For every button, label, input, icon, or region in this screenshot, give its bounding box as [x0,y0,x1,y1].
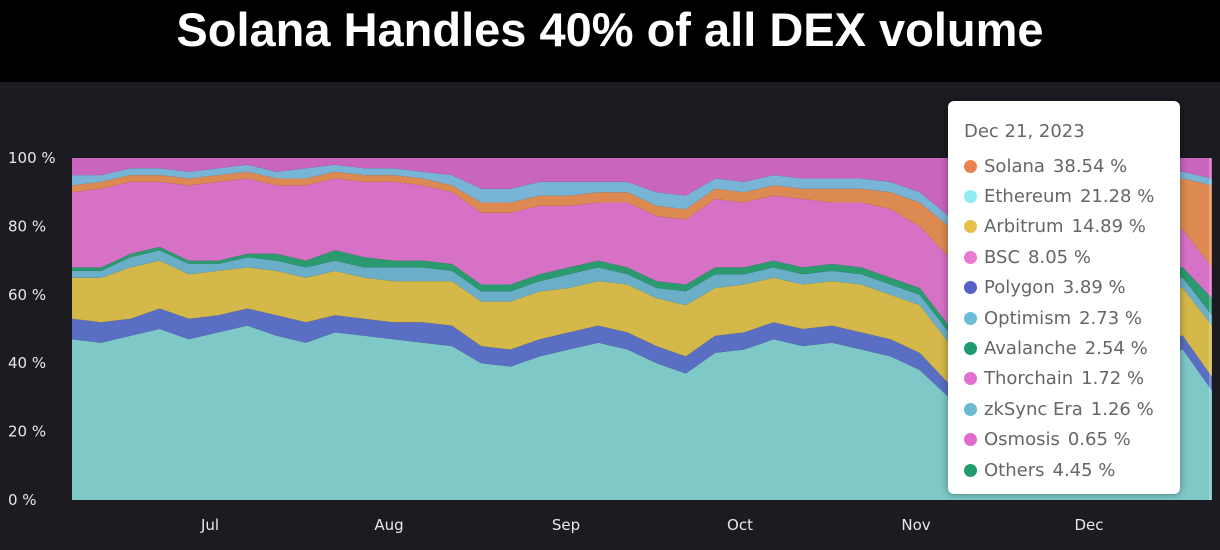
tooltip-series-value: 3.89 % [1062,277,1126,299]
tooltip-series-name: Avalanche [984,338,1077,360]
series-dot-icon [964,159,977,173]
y-tick-label: 40 % [8,354,46,372]
x-tick-label: Aug [374,516,403,534]
y-tick-label: 0 % [8,491,37,509]
y-tick-label: 100 % [8,149,56,167]
series-dot-icon [964,372,977,386]
x-tick-label: Sep [552,516,580,534]
tooltip-row: zkSync Era 1.26 % [964,394,1180,424]
y-tick-label: 20 % [8,423,46,441]
x-tick-label: Jul [200,516,219,534]
tooltip-series-value: 4.45 % [1052,459,1116,481]
series-dot-icon [964,190,977,204]
area-optimism[interactable] [72,250,1212,343]
tooltip-row: BSC 8.05 % [964,242,1180,272]
area-ethereum[interactable] [72,325,1212,500]
x-tick-label: Oct [727,516,753,534]
series-dot-icon [964,250,977,264]
tooltip-series-value: 21.28 % [1079,186,1155,208]
y-axis: 100 % 80 % 60 % 40 % 20 % 0 % [8,149,56,509]
tooltip-row: Thorchain 1.72 % [964,364,1180,394]
tooltip-row: Solana 38.54 % [964,151,1180,181]
y-tick-label: 80 % [8,217,46,235]
tooltip-date: Dec 21, 2023 [964,121,1085,142]
hover-tooltip: Dec 21, 2023 Solana 38.54 % Ethereum 21.28 … [948,101,1180,494]
tooltip-series-name: Arbitrum [984,216,1064,238]
tooltip-series-name: Ethereum [984,186,1072,208]
area-others[interactable] [72,158,1212,217]
series-dot-icon [964,342,977,356]
tooltip-series-name: Thorchain [984,368,1074,390]
tooltip-series-name: Polygon [984,277,1055,299]
tooltip-row: Osmosis 0.65 % [964,425,1180,455]
tooltip-series-value: 2.54 % [1084,338,1148,360]
x-tick-label: Nov [901,516,930,534]
tooltip-series-name: BSC [984,246,1021,268]
tooltip-row: Ethereum 21.28 % [964,181,1180,211]
y-tick-label: 60 % [8,286,46,304]
chart-title: Solana Handles 40% of all DEX volume [176,3,1044,56]
tooltip-row: Others 4.45 % [964,455,1180,485]
area-polygon[interactable] [72,308,1212,398]
tooltip-series-value: 2.73 % [1079,307,1143,329]
series-dot-icon [964,311,977,325]
x-tick-label: Dec [1074,516,1103,534]
area-zksync-era[interactable] [72,164,1212,227]
tooltip-series-name: Osmosis [984,429,1060,451]
tooltip-row: Avalanche 2.54 % [964,333,1180,363]
series-dot-icon [964,463,977,477]
series-dot-icon [964,281,977,295]
series-dot-icon [964,433,977,447]
tooltip-rows: Solana 38.54 % Ethereum 21.28 % Arbitrum 14.8… [964,151,1180,485]
tooltip-row: Arbitrum 14.89 % [964,212,1180,242]
series-dot-icon [964,220,977,234]
stacked-area-chart[interactable]: 100 % 80 % 60 % 40 % 20 % 0 % Jul Aug Sep Oct Nov… [0,82,1220,550]
tooltip-row: Polygon 3.89 % [964,273,1180,303]
tooltip-row: Optimism 2.73 % [964,303,1180,333]
tooltip-series-value: 14.89 % [1071,216,1146,238]
tooltip-series-name: Optimism [984,307,1072,329]
tooltip-series-value: 1.26 % [1090,398,1154,420]
tooltip-series-name: Others [984,459,1045,481]
tooltip-series-value: 38.54 % [1052,155,1128,177]
x-axis: Jul Aug Sep Oct Nov Dec [200,516,1104,534]
tooltip-series-value: 1.72 % [1081,368,1145,390]
tooltip-series-value: 8.05 % [1028,246,1091,268]
area-arbitrum[interactable] [72,260,1212,384]
area-series-group [72,158,1212,500]
tooltip-series-name: Solana [984,155,1045,177]
series-dot-icon [964,402,977,416]
area-bsc[interactable] [72,178,1212,326]
tooltip-series-value: 0.65 % [1067,429,1131,451]
tooltip-series-name: zkSync Era [984,398,1083,420]
